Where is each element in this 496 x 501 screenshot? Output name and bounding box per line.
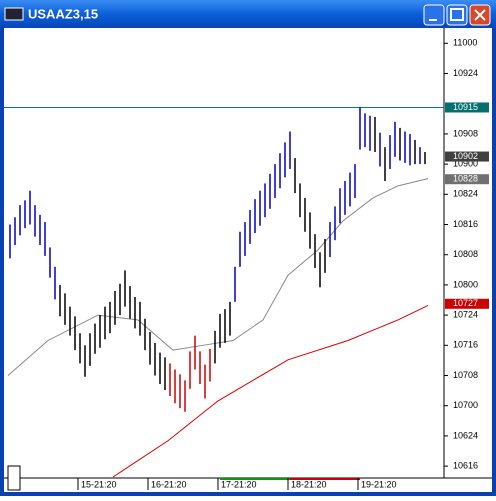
x-tick-label: 18-21:20 bbox=[291, 479, 327, 489]
price-marker bbox=[445, 102, 489, 113]
y-tick-label: 10908 bbox=[453, 128, 478, 138]
x-tick-label: 16-21:20 bbox=[151, 479, 187, 489]
price-marker bbox=[445, 151, 489, 162]
corner-box bbox=[7, 465, 21, 491]
price-marker bbox=[445, 174, 489, 185]
chart-area bbox=[4, 28, 492, 492]
title-bar bbox=[0, 0, 496, 28]
y-tick-label: 10824 bbox=[453, 189, 478, 199]
minimize-button[interactable] bbox=[423, 4, 445, 26]
price-marker-label: 10727 bbox=[453, 298, 478, 308]
y-tick-label: 11000 bbox=[453, 38, 477, 48]
x-tick-label: 15-21:20 bbox=[81, 479, 117, 489]
y-tick-label: 10816 bbox=[453, 219, 478, 229]
y-tick-label: 10800 bbox=[453, 279, 478, 289]
y-tick-label: 10808 bbox=[453, 249, 478, 259]
y-tick-label: 10624 bbox=[453, 430, 478, 440]
x-tick-label: 17-21:20 bbox=[221, 479, 257, 489]
close-icon bbox=[474, 9, 486, 21]
price-marker-label: 10915 bbox=[453, 102, 478, 112]
y-tick-label: 10708 bbox=[453, 370, 478, 380]
y-tick-label: 10900 bbox=[453, 158, 478, 168]
y-tick-label: 10716 bbox=[453, 340, 478, 350]
x-tick-label: 19-21:20 bbox=[361, 479, 397, 489]
y-tick-label: 10724 bbox=[453, 309, 478, 319]
price-marker bbox=[445, 298, 489, 309]
app-icon bbox=[4, 7, 24, 21]
y-tick-label: 10616 bbox=[453, 461, 478, 471]
y-tick-label: 10924 bbox=[453, 68, 478, 78]
moving-average bbox=[112, 304, 429, 478]
window-title: USAAZ3,15 bbox=[28, 6, 98, 21]
y-tick-label: 10700 bbox=[453, 400, 478, 410]
price-marker-label: 10828 bbox=[453, 174, 478, 184]
maximize-icon bbox=[450, 8, 464, 21]
price-marker-label: 10902 bbox=[453, 151, 478, 161]
